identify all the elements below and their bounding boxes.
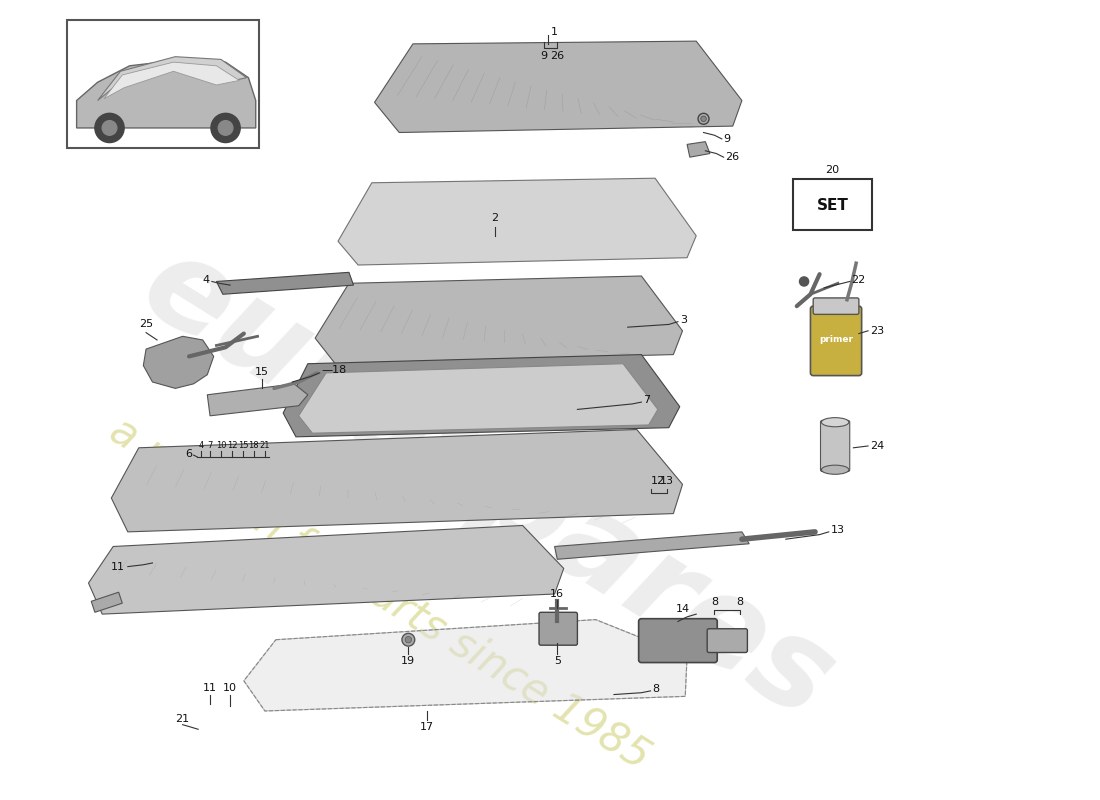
Circle shape <box>405 637 411 643</box>
Circle shape <box>402 634 415 646</box>
Text: 5: 5 <box>553 656 561 666</box>
Polygon shape <box>554 532 749 559</box>
Polygon shape <box>88 526 563 614</box>
Text: 7: 7 <box>208 441 212 450</box>
Text: 3: 3 <box>680 315 686 325</box>
Circle shape <box>211 114 240 142</box>
Text: 13: 13 <box>660 476 674 486</box>
Polygon shape <box>299 364 658 433</box>
Circle shape <box>698 114 710 124</box>
Circle shape <box>102 121 117 135</box>
FancyBboxPatch shape <box>793 179 871 230</box>
Polygon shape <box>217 272 353 294</box>
Circle shape <box>800 277 808 286</box>
Polygon shape <box>91 592 122 612</box>
Text: 18: 18 <box>249 441 260 450</box>
Text: 17: 17 <box>419 722 433 732</box>
FancyBboxPatch shape <box>707 629 747 653</box>
Text: 2: 2 <box>492 213 498 223</box>
FancyBboxPatch shape <box>539 612 578 645</box>
Ellipse shape <box>822 465 849 474</box>
Text: eurospares: eurospares <box>121 224 855 745</box>
FancyBboxPatch shape <box>821 420 850 471</box>
Polygon shape <box>143 336 213 388</box>
Text: 26: 26 <box>550 51 564 61</box>
Circle shape <box>701 116 706 122</box>
Text: 15: 15 <box>255 366 270 377</box>
Text: 16: 16 <box>550 589 564 598</box>
Text: 1: 1 <box>551 27 558 37</box>
Text: 9: 9 <box>724 134 730 144</box>
Polygon shape <box>315 276 682 364</box>
Text: —18: —18 <box>321 365 346 375</box>
Text: 9: 9 <box>540 51 547 61</box>
Text: 13: 13 <box>830 525 845 535</box>
Text: a passion for parts since 1985: a passion for parts since 1985 <box>102 410 658 778</box>
Text: 21: 21 <box>260 441 271 450</box>
Text: 11: 11 <box>111 562 125 572</box>
Polygon shape <box>688 142 710 157</box>
Polygon shape <box>283 354 680 437</box>
Text: 4: 4 <box>202 274 210 285</box>
Polygon shape <box>111 430 682 532</box>
Polygon shape <box>374 41 741 133</box>
Text: 20: 20 <box>825 166 839 175</box>
Polygon shape <box>98 57 246 101</box>
Text: 11: 11 <box>204 682 217 693</box>
FancyBboxPatch shape <box>67 20 260 148</box>
Text: primer: primer <box>820 335 852 345</box>
Text: 25: 25 <box>139 319 153 329</box>
Circle shape <box>95 114 124 142</box>
Text: 19: 19 <box>402 656 416 666</box>
FancyBboxPatch shape <box>813 298 859 314</box>
Polygon shape <box>244 620 688 711</box>
Text: 10: 10 <box>223 682 238 693</box>
Text: 10: 10 <box>216 441 227 450</box>
Text: 12: 12 <box>227 441 238 450</box>
Text: 24: 24 <box>870 441 884 451</box>
Text: 8: 8 <box>652 684 660 694</box>
Ellipse shape <box>822 418 849 426</box>
Polygon shape <box>77 59 255 128</box>
Text: 23: 23 <box>870 326 884 336</box>
Text: 8: 8 <box>711 597 718 607</box>
FancyBboxPatch shape <box>811 306 861 376</box>
Text: 4: 4 <box>198 441 204 450</box>
Text: 15: 15 <box>238 441 249 450</box>
Polygon shape <box>338 178 696 265</box>
Text: 22: 22 <box>851 274 866 285</box>
Text: SET: SET <box>816 198 848 213</box>
Text: 21: 21 <box>176 714 189 724</box>
Text: 14: 14 <box>675 604 690 614</box>
Text: 8: 8 <box>737 597 744 607</box>
Polygon shape <box>104 62 240 98</box>
FancyBboxPatch shape <box>639 618 717 662</box>
Text: 26: 26 <box>726 152 739 162</box>
Polygon shape <box>207 384 308 416</box>
Text: 6: 6 <box>185 449 191 459</box>
Circle shape <box>218 121 233 135</box>
Text: 12: 12 <box>651 476 664 486</box>
Text: 7: 7 <box>644 395 650 406</box>
